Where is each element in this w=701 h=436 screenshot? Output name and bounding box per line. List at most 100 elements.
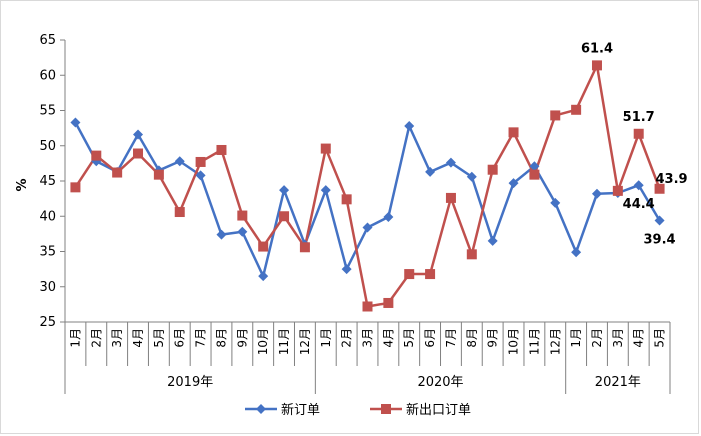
new-export-order-point xyxy=(404,269,415,280)
new-export-order-point xyxy=(216,144,227,155)
new-export-order-point xyxy=(237,210,248,221)
x-month-label: 3月 xyxy=(361,328,375,348)
new-order-point xyxy=(216,229,227,240)
x-month-label: 4月 xyxy=(381,328,395,348)
series-line-0 xyxy=(74,121,661,278)
x-month-label: 11月 xyxy=(527,328,541,355)
x-month-label: 7月 xyxy=(194,328,208,348)
series-lines xyxy=(74,64,661,308)
x-month-label: 1月 xyxy=(319,328,333,348)
x-month-label: 12月 xyxy=(548,328,562,355)
data-label: 61.4 xyxy=(581,41,613,56)
new-export-order-point xyxy=(133,148,144,159)
new-order-point xyxy=(633,180,644,191)
new-order-point xyxy=(133,129,144,140)
new-order-point xyxy=(591,188,602,199)
new-order-point xyxy=(529,161,540,172)
x-month-label: 11月 xyxy=(277,328,291,355)
new-export-order-point xyxy=(153,169,164,180)
new-order-point xyxy=(508,178,519,189)
new-export-order-point xyxy=(258,241,269,252)
x-month-label: 9月 xyxy=(486,328,500,348)
x-month-label: 8月 xyxy=(214,328,228,348)
x-month-label: 3月 xyxy=(611,328,625,348)
new-export-order-point xyxy=(362,301,373,312)
new-order-point xyxy=(571,247,582,258)
x-month-label: 7月 xyxy=(444,328,458,348)
new-export-order-point xyxy=(425,269,436,280)
new-order-point xyxy=(195,170,206,181)
new-order-point xyxy=(654,215,665,226)
data-labels: 61.4 51.7 43.944.4 39.4 xyxy=(581,41,688,247)
new-order-point xyxy=(445,157,456,168)
new-export-order-point xyxy=(487,164,498,175)
new-order-point xyxy=(258,271,269,282)
new-export-order-point xyxy=(320,143,331,154)
new-order-point xyxy=(466,171,477,182)
data-label: 39.4 xyxy=(644,232,676,247)
y-tick-label: 30 xyxy=(39,280,56,295)
new-export-order-point xyxy=(341,194,352,205)
new-export-order-point xyxy=(279,211,290,222)
new-order-point xyxy=(550,197,561,208)
new-export-order-point xyxy=(529,169,540,180)
x-month-label: 1月 xyxy=(68,328,82,348)
y-tick-label: 60 xyxy=(39,68,56,83)
new-export-order-point xyxy=(612,185,623,196)
y-tick-label: 50 xyxy=(39,139,56,154)
x-month-label: 2月 xyxy=(340,328,354,348)
x-month-label: 4月 xyxy=(632,328,646,348)
axes: 25 30 35 40 45 50 55 60 65% 1月 2月 3月 4月 5月 6月 7月 8月 9月 10月… xyxy=(15,33,671,394)
y-axis-label: % xyxy=(15,178,30,191)
new-export-order-point xyxy=(466,249,477,260)
new-order-point xyxy=(341,264,352,275)
data-label: 44.4 xyxy=(623,197,655,212)
x-month-label: 10月 xyxy=(507,328,521,355)
x-year-label: 2019年 xyxy=(167,375,213,390)
series-line-1 xyxy=(74,64,661,308)
data-points xyxy=(70,60,665,312)
new-order-point xyxy=(70,117,81,128)
new-export-order-point xyxy=(195,156,206,167)
x-month-label: 6月 xyxy=(173,328,187,348)
new-order-point xyxy=(404,121,415,132)
new-export-order-point xyxy=(571,104,582,115)
new-export-order-point xyxy=(174,207,185,218)
new-order-point xyxy=(237,226,248,237)
y-tick-label: 55 xyxy=(39,104,56,119)
legend-entry-0: 新订单 xyxy=(281,402,320,418)
x-month-label: 4月 xyxy=(131,328,145,348)
new-export-order-point xyxy=(383,297,394,308)
new-export-order-point xyxy=(591,60,602,71)
x-month-label: 5月 xyxy=(653,328,667,348)
new-order-point xyxy=(383,211,394,222)
data-label: 51.7 xyxy=(623,110,655,125)
new-order-point xyxy=(279,185,290,196)
legend-diamond-marker xyxy=(256,404,266,414)
new-order-point xyxy=(320,185,331,196)
new-export-order-point xyxy=(70,182,81,193)
new-order-point xyxy=(487,235,498,246)
x-month-label: 2月 xyxy=(590,328,604,348)
new-order-point xyxy=(425,166,436,177)
x-month-label: 9月 xyxy=(235,328,249,348)
data-label: 43.9 xyxy=(656,172,688,187)
x-year-label: 2020年 xyxy=(417,375,463,390)
y-tick-label: 35 xyxy=(39,245,56,260)
y-tick-label: 40 xyxy=(39,209,56,224)
new-export-order-point xyxy=(91,150,102,161)
x-month-label: 10月 xyxy=(256,328,270,355)
x-month-label: 2月 xyxy=(89,328,103,348)
x-month-label: 3月 xyxy=(110,328,124,348)
y-tick-label: 65 xyxy=(39,33,56,48)
legend-entry-1: 新出口订单 xyxy=(406,402,471,418)
x-month-label: 6月 xyxy=(423,328,437,348)
new-export-order-point xyxy=(299,242,310,253)
legend-square-marker xyxy=(381,404,391,414)
new-export-order-point xyxy=(112,167,123,178)
new-export-order-point xyxy=(550,110,561,121)
new-export-order-point xyxy=(654,183,665,194)
y-tick-label: 25 xyxy=(39,315,56,330)
